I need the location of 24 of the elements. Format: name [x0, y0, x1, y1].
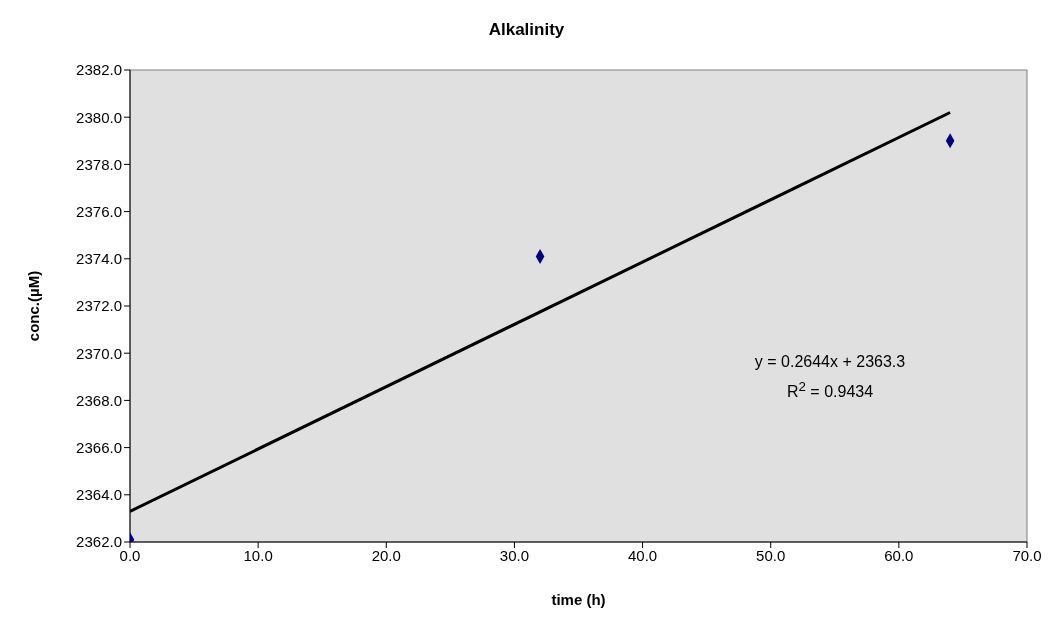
y-axis-title: conc.(µM) [25, 270, 43, 342]
y-tick-label: 2378.0 [76, 155, 122, 173]
x-tick-label: 0.0 [119, 546, 141, 564]
chart-title: Alkalinity [487, 20, 566, 40]
x-tick-label: 70.0 [1012, 546, 1042, 564]
y-tick-label: 2380.0 [76, 108, 122, 126]
x-tick-label: 10.0 [243, 546, 273, 564]
y-tick-label: 2382.0 [76, 61, 122, 79]
y-tick-label: 2370.0 [76, 344, 122, 362]
y-tick-label: 2366.0 [76, 438, 122, 456]
x-tick-label: 60.0 [884, 546, 914, 564]
y-tick-label: 2372.0 [76, 297, 122, 315]
annotation: y = 0.2644x + 2363.3 [753, 353, 907, 371]
x-tick-label: 50.0 [756, 546, 786, 564]
x-axis-title: time (h) [551, 590, 606, 608]
annotation: R$^{2}$ = 0.9434 [785, 379, 875, 402]
x-tick-label: 20.0 [371, 546, 401, 564]
y-tick-label: 2362.0 [76, 533, 122, 551]
y-tick-label: 2374.0 [76, 250, 122, 268]
x-tick-label: 30.0 [499, 546, 530, 564]
y-tick-label: 2368.0 [76, 391, 122, 409]
y-tick-label: 2364.0 [76, 486, 122, 504]
y-tick-label: 2376.0 [76, 202, 122, 220]
x-tick-label: 40.0 [627, 546, 658, 564]
